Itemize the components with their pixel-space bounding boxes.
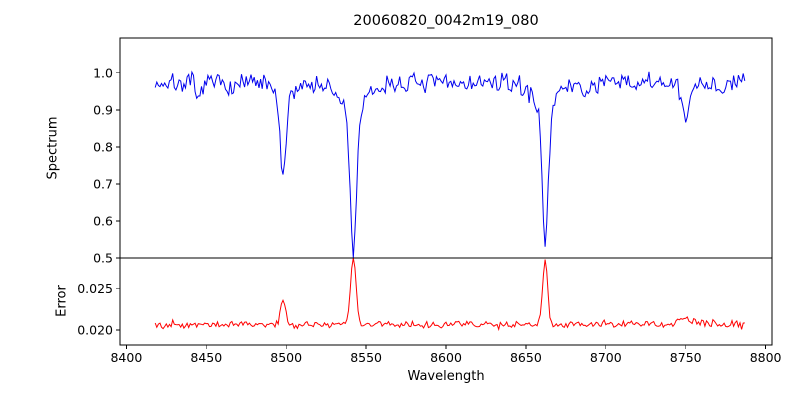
- x-tick-label: 8600: [430, 350, 462, 365]
- x-tick-label: 8750: [670, 350, 702, 365]
- x-tick-label: 8800: [750, 350, 782, 365]
- y-tick-label: 0.7: [93, 176, 113, 191]
- y-tick-label: 0.025: [77, 281, 113, 296]
- chart-title: 20060820_0042m19_080: [353, 13, 539, 29]
- y-tick-label: 0.020: [77, 323, 113, 338]
- y-tick-label: 0.8: [93, 139, 113, 154]
- y-axis-label-spectrum: Spectrum: [45, 116, 61, 180]
- y-tick-label: 1.0: [93, 65, 113, 80]
- x-tick-label: 8650: [510, 350, 542, 365]
- spectrum-line: [154, 70, 746, 258]
- x-tick-label: 8400: [110, 350, 142, 365]
- y-tick-label: 0.9: [93, 102, 113, 117]
- x-tick-label: 8450: [190, 350, 222, 365]
- y-axis-label-error: Error: [54, 285, 70, 317]
- x-tick-label: 8700: [590, 350, 622, 365]
- x-tick-label: 8550: [350, 350, 382, 365]
- y-tick-label: 0.5: [93, 251, 113, 266]
- error-axes-frame: [119, 257, 773, 346]
- spectrum-axes-frame: [119, 37, 773, 259]
- error-line: [154, 257, 745, 332]
- y-tick-label: 0.6: [93, 213, 113, 228]
- x-tick-label: 8500: [270, 350, 302, 365]
- x-axis-label: Wavelength: [407, 369, 485, 384]
